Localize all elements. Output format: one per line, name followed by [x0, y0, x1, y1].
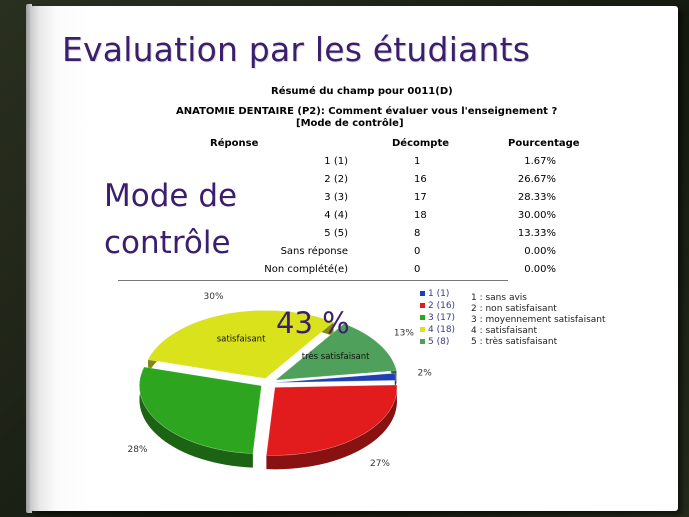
big-percent: 43 % — [276, 306, 350, 340]
table-cell-percent: 0.00% — [524, 264, 556, 275]
slide-title: Evaluation par les étudiants — [62, 30, 531, 69]
pie-percent-label: 13% — [394, 328, 414, 338]
table-cell-count: 1 — [414, 156, 421, 167]
table-cell-percent: 30.00% — [517, 210, 556, 221]
legend-swatch — [420, 303, 425, 308]
mode-label-line-1: Mode de — [104, 178, 238, 214]
table-cell-response: 4 (4) — [324, 210, 348, 221]
pie-percent-label: 2% — [418, 368, 433, 378]
pie-slice — [147, 310, 335, 379]
legend-label: 4 (18) — [428, 325, 456, 335]
page-edge — [26, 4, 32, 513]
table-cell-response: 2 (2) — [324, 174, 348, 185]
legend-item: 1 (1) — [420, 289, 449, 300]
legend-label: 2 (16) — [428, 301, 456, 311]
legend-item: 4 (18) — [420, 325, 455, 336]
pie-slice — [274, 323, 397, 381]
note-item: 3 : moyennement satisfaisant — [471, 315, 606, 325]
pie-percent-label: 28% — [127, 445, 147, 455]
legend-swatch — [420, 327, 425, 332]
note-item: 4 : satisfaisant — [471, 326, 538, 336]
note-item: 1 : sans avis — [471, 293, 527, 303]
table-cell-count: 8 — [414, 228, 421, 239]
table-cell-percent: 26.67% — [517, 174, 556, 185]
table-cell-count: 0 — [414, 264, 421, 275]
note-item: 5 : très satisfaisant — [471, 337, 558, 347]
pie-slice-side — [139, 366, 253, 468]
table-cell-count: 16 — [414, 174, 427, 185]
legend-label: 5 (8) — [428, 337, 450, 347]
question-line-1: ANATOMIE DENTAIRE (P2): Comment évaluer … — [176, 106, 558, 117]
pie-percent-label: 30% — [204, 292, 224, 302]
table-cell-response: 1 (1) — [324, 156, 348, 167]
table-cell-count: 17 — [414, 192, 427, 203]
summary-heading: Résumé du champ pour 0011(D) — [271, 86, 453, 97]
table-cell-count: 18 — [414, 210, 427, 221]
pie-slice — [139, 366, 262, 454]
legend-item: 5 (8) — [420, 337, 449, 348]
col-header-reponse: Réponse — [210, 138, 259, 149]
table-cell-count: 0 — [414, 246, 421, 257]
table-cell-response: Sans réponse — [280, 246, 348, 257]
divider-line — [118, 280, 508, 281]
table-cell-percent: 28.33% — [517, 192, 556, 203]
col-header-decompte: Décompte — [392, 138, 450, 149]
legend-swatch — [420, 291, 425, 296]
pie-slice-side — [266, 384, 397, 470]
question-line-2: [Mode de contrôle] — [296, 118, 404, 129]
table-cell-response: Non complété(e) — [264, 264, 348, 275]
table-cell-response: 5 (5) — [324, 228, 348, 239]
note-item: 2 : non satisfaisant — [471, 304, 557, 314]
legend-item: 3 (17) — [420, 313, 455, 324]
pie-slice — [266, 384, 398, 456]
pie-slice — [273, 372, 397, 383]
pie-percent-label: 27% — [370, 459, 390, 469]
pie-inner-label: satisfaisant — [217, 334, 266, 344]
legend-label: 1 (1) — [428, 289, 450, 299]
legend-item: 2 (16) — [420, 301, 455, 312]
table-cell-percent: 13.33% — [517, 228, 556, 239]
table-cell-percent: 1.67% — [524, 156, 556, 167]
legend-label: 3 (17) — [428, 313, 456, 323]
table-cell-response: 3 (3) — [324, 192, 348, 203]
col-header-pourcentage: Pourcentage — [508, 138, 580, 149]
legend-swatch — [420, 339, 425, 344]
legend-swatch — [420, 315, 425, 320]
table-cell-percent: 0.00% — [524, 246, 556, 257]
mode-label-line-2: contrôle — [104, 225, 231, 261]
pie-inner-label: très satisfaisant — [302, 351, 370, 362]
